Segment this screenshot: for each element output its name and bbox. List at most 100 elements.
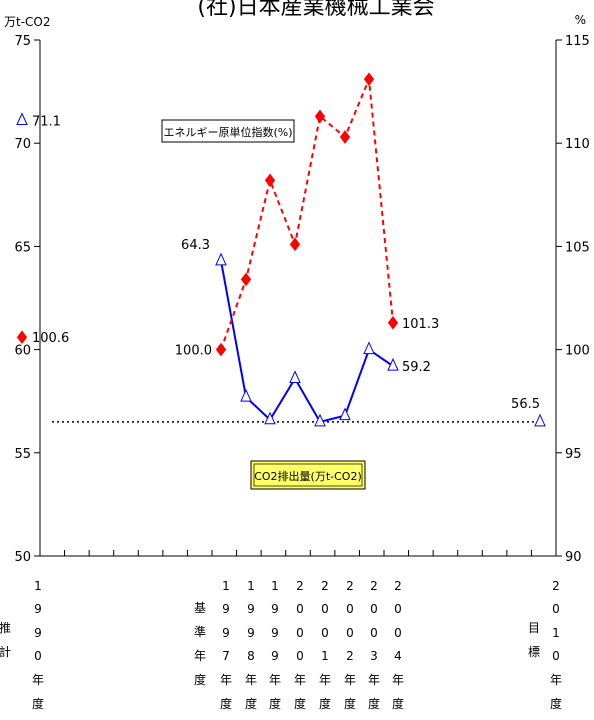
co2-point (534, 413, 546, 427)
category-char: 度 (550, 696, 562, 711)
co2-point (339, 407, 351, 421)
category-char: 0 (346, 602, 354, 616)
category-char: 年 (32, 673, 44, 687)
category-char: 1 (222, 579, 230, 593)
right-tick-label: 90 (565, 550, 582, 565)
left-axis-ticks: 50 55 60 65 70 75 (14, 34, 40, 565)
category-char: 2 (346, 579, 354, 593)
category-char: 年 (245, 673, 257, 687)
co2-point (215, 252, 227, 266)
left-tick-label: 50 (14, 550, 31, 565)
category-note-char: 推 (0, 621, 11, 635)
right-axis-ticks: 90 95 100 105 110 115 (556, 34, 590, 565)
category-char: 度 (220, 696, 232, 711)
category-char: 0 (552, 649, 560, 663)
category-char: 0 (370, 602, 378, 616)
category-char: 2 (552, 579, 560, 593)
category-char: 年 (368, 673, 380, 687)
co2-point (387, 357, 399, 371)
category-char: 9 (271, 626, 279, 640)
category-char: 0 (370, 626, 378, 640)
category-note-char: 計 (0, 644, 11, 659)
energy-point (215, 342, 227, 357)
co2-point (314, 413, 326, 427)
series-co2 (16, 112, 546, 427)
right-tick-label: 105 (565, 240, 590, 255)
left-tick-label: 75 (14, 34, 31, 49)
right-axis-unit: % (575, 13, 586, 27)
category-char: 1 (247, 579, 255, 593)
category-char: 年 (220, 673, 232, 687)
category-char: 度 (269, 696, 281, 711)
data-label: 59.2 (402, 360, 431, 375)
energy-point (339, 130, 351, 144)
data-label: 56.5 (511, 397, 540, 412)
category-char: 2 (321, 579, 329, 593)
category-char: 7 (222, 649, 230, 663)
energy-point (387, 315, 399, 330)
category-char: 年 (392, 673, 404, 687)
category-char: 9 (222, 626, 230, 640)
category-char: 度 (32, 696, 44, 711)
category-char: 9 (222, 602, 230, 616)
right-tick-label: 95 (565, 447, 582, 462)
category-note-char: 年 (194, 649, 206, 663)
category-char: 2 (296, 579, 304, 593)
legend-energy-index: エネルギー原単位指数(%) (161, 119, 295, 143)
category-char: 年 (344, 673, 356, 687)
category-char: 度 (319, 696, 331, 711)
category-char: 年 (294, 673, 306, 687)
category-char: 0 (34, 649, 42, 663)
category-char: 4 (394, 649, 402, 663)
category-note-char: 度 (194, 672, 206, 687)
left-tick-label: 65 (14, 240, 31, 255)
data-label: 100.6 (32, 331, 69, 346)
category-char: 2 (370, 579, 378, 593)
data-label: 64.3 (181, 238, 210, 253)
category-char: 0 (394, 602, 402, 616)
category-note-char: 標 (528, 645, 540, 659)
category-note-char: 目 (528, 621, 540, 635)
category-char: 年 (319, 673, 331, 687)
energy-point (264, 173, 276, 188)
series-energy (16, 72, 399, 357)
data-label: 71.1 (32, 114, 61, 129)
category-char: 1 (34, 579, 42, 593)
value-labels: 71.1 64.3 59.2 56.5 100.6 100.0 101.3 (32, 114, 540, 411)
chart-title: (社)日本産業機械工業会 (197, 0, 434, 20)
category-char: 0 (296, 626, 304, 640)
right-tick-label: 100 (565, 344, 590, 359)
category-char: 9 (34, 626, 42, 640)
category-labels: 1990年度推計1997年度基準年度1998年度1999年度2000年度2001… (0, 579, 562, 711)
category-char: 度 (392, 696, 404, 711)
category-char: 0 (296, 602, 304, 616)
energy-point (16, 330, 28, 345)
plot-frame (39, 40, 557, 557)
co2-point (289, 370, 301, 383)
legend-energy-index-label: エネルギー原単位指数(%) (163, 125, 292, 139)
x-axis-ticks (39, 550, 557, 556)
category-char: 度 (344, 696, 356, 711)
legend-co2: CO2排出量(万t-CO2) (250, 460, 366, 490)
category-char: 0 (394, 626, 402, 640)
left-tick-label: 70 (14, 137, 31, 152)
left-tick-label: 55 (14, 447, 31, 462)
data-label: 101.3 (402, 317, 439, 332)
category-note-char: 準 (194, 624, 206, 639)
category-char: 2 (394, 579, 402, 593)
energy-point (363, 72, 375, 87)
category-char: 3 (370, 649, 378, 663)
category-char: 年 (550, 673, 562, 687)
energy-point (289, 237, 301, 252)
category-char: 1 (552, 626, 560, 640)
category-char: 年 (269, 673, 281, 687)
energy-point (314, 109, 326, 124)
category-char: 9 (247, 626, 255, 640)
left-tick-label: 60 (14, 344, 31, 359)
energy-line (220, 78, 394, 350)
category-char: 0 (346, 626, 354, 640)
co2-point (240, 388, 252, 402)
category-char: 度 (294, 696, 306, 711)
category-char: 度 (245, 696, 257, 711)
